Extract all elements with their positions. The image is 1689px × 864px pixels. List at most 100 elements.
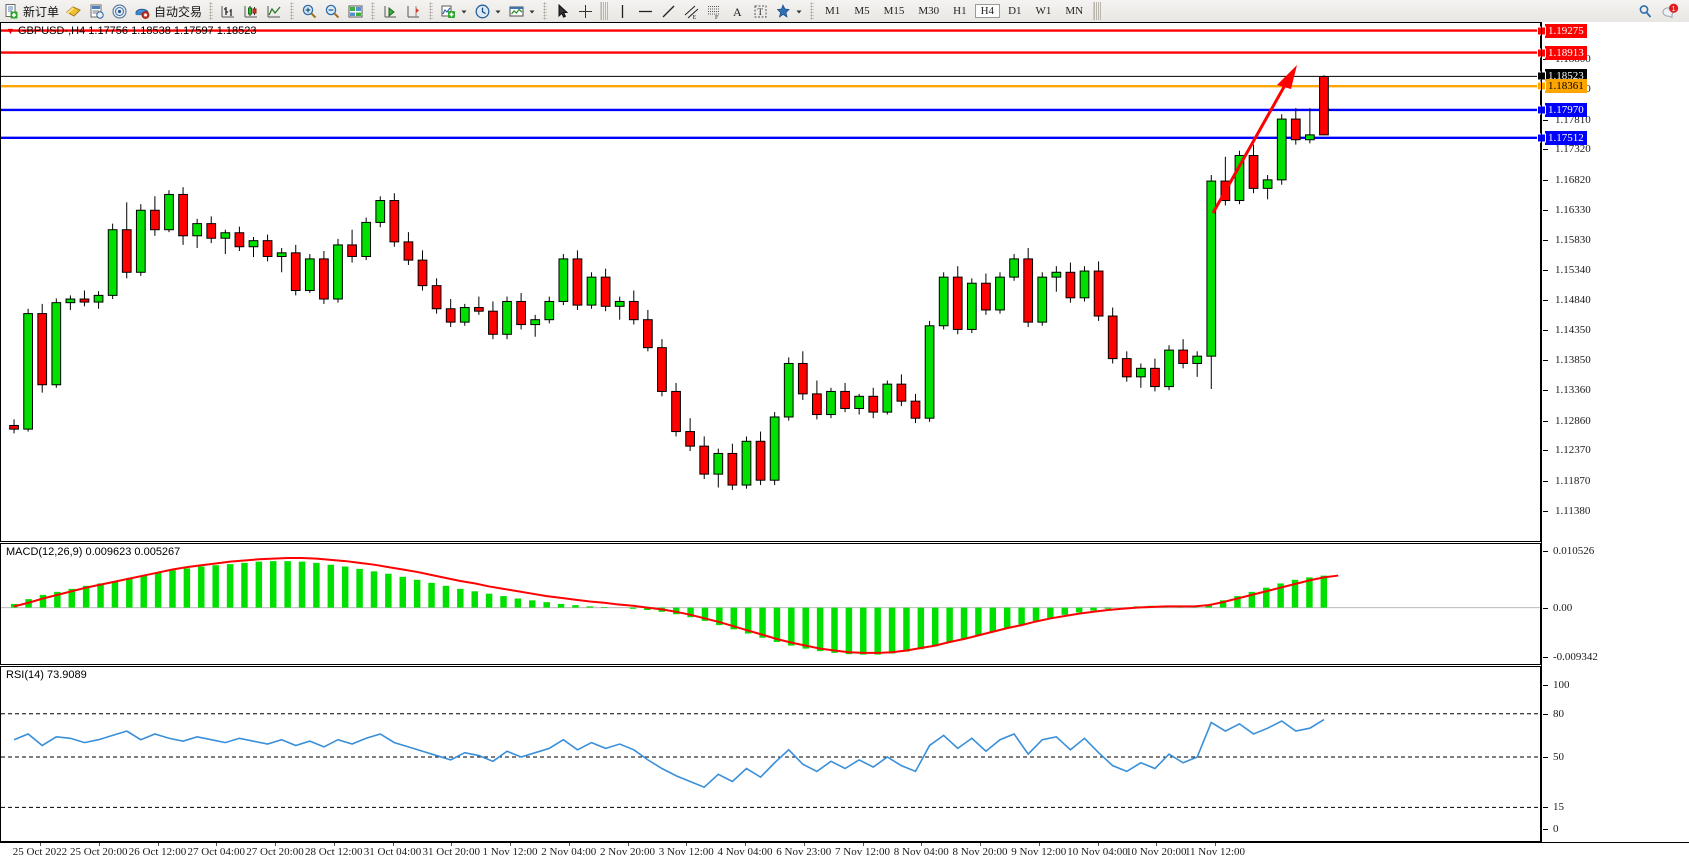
time-axis[interactable]: 25 Oct 2022 25 Oct 20:00 26 Oct 12:00 27 Oc… bbox=[0, 842, 1689, 864]
auto-scroll-button[interactable] bbox=[379, 1, 402, 21]
shapes-tool[interactable] bbox=[772, 1, 806, 21]
horizontal-line-tool[interactable] bbox=[634, 1, 657, 21]
price-tick-label: 1.14840 bbox=[1555, 294, 1591, 307]
vertical-line-tool[interactable] bbox=[611, 1, 634, 21]
candle bbox=[107, 223, 118, 300]
candle bbox=[755, 431, 766, 486]
price-tick-mark bbox=[1543, 240, 1548, 242]
rsi-line bbox=[13, 718, 1325, 789]
notifications-button[interactable]: 1 bbox=[1657, 1, 1683, 21]
candle bbox=[657, 339, 667, 397]
trendline-tool[interactable] bbox=[657, 1, 680, 21]
macd-pane[interactable]: MACD(12,26,9) 0.009623 0.005267 bbox=[0, 543, 1541, 665]
chevron-down-icon[interactable] bbox=[460, 3, 468, 20]
rsi-chart-svg[interactable] bbox=[1, 667, 1540, 841]
chart-symbol-header: ▼ GBPUSD-,H4 1.17756 1.18538 1.17597 1.1… bbox=[6, 25, 257, 37]
timeframe-m5[interactable]: M5 bbox=[854, 5, 870, 17]
text-label-tool[interactable]: T bbox=[749, 1, 772, 21]
time-tick-label: 8 Nov 20:00 bbox=[952, 846, 1008, 858]
chevron-down-icon[interactable] bbox=[494, 3, 502, 20]
line-chart-button[interactable] bbox=[263, 1, 286, 21]
autotrading-button[interactable]: 自动交易 bbox=[131, 1, 205, 21]
rsi-tick-mark bbox=[1543, 713, 1548, 715]
price-pane[interactable]: ▼ GBPUSD-,H4 1.17756 1.18538 1.17597 1.1… bbox=[0, 22, 1541, 542]
rsi-pane[interactable]: RSI(14) 73.9089 bbox=[0, 666, 1541, 842]
candle bbox=[276, 247, 287, 273]
price-chart-svg[interactable] bbox=[1, 23, 1540, 541]
rsi-tick-label: 50 bbox=[1553, 751, 1564, 763]
timeframe-w1[interactable]: W1 bbox=[1035, 5, 1052, 17]
candle bbox=[685, 418, 695, 452]
chevron-down-icon[interactable] bbox=[795, 3, 803, 20]
price-tick-mark bbox=[1543, 300, 1548, 302]
fibonacci-tool[interactable]: F bbox=[703, 1, 726, 21]
zoom-in-button[interactable] bbox=[298, 1, 321, 21]
candlestick-chart-button[interactable] bbox=[240, 1, 263, 21]
price-badge-1.19275[interactable]: 1.19275 bbox=[1545, 23, 1587, 38]
timeframe-d1[interactable]: D1 bbox=[1008, 5, 1022, 17]
candle bbox=[1107, 307, 1118, 364]
timeframe-m1[interactable]: M1 bbox=[825, 5, 841, 17]
time-tick-mark bbox=[862, 843, 864, 846]
autotrading-label: 自动交易 bbox=[154, 4, 203, 19]
time-tick-mark bbox=[1215, 843, 1216, 846]
candle bbox=[1290, 108, 1301, 145]
zoom-out-button[interactable] bbox=[321, 1, 344, 21]
candle bbox=[502, 296, 512, 340]
toolbar-divider-2 bbox=[1093, 2, 1102, 20]
bar-chart-button[interactable] bbox=[217, 1, 240, 21]
candle bbox=[1093, 261, 1104, 321]
search-icon bbox=[1637, 3, 1654, 20]
price-badge-1.18913[interactable]: 1.18913 bbox=[1545, 45, 1587, 60]
price-tick-mark bbox=[1543, 59, 1548, 61]
time-tick-mark bbox=[1097, 843, 1099, 846]
time-tick-mark bbox=[98, 843, 100, 846]
text-tool[interactable]: A bbox=[726, 1, 749, 21]
periods-button[interactable] bbox=[471, 1, 505, 21]
navigator-button[interactable] bbox=[108, 1, 131, 21]
annotation-arrow[interactable] bbox=[1211, 65, 1297, 214]
chart-shift-button[interactable] bbox=[402, 1, 425, 21]
search-button[interactable] bbox=[1634, 1, 1657, 21]
price-tick-mark bbox=[1543, 420, 1548, 422]
templates-button[interactable] bbox=[505, 1, 539, 21]
timeframe-h4[interactable]: H4 bbox=[974, 4, 1001, 18]
timeframe-mn[interactable]: MN bbox=[1065, 5, 1084, 17]
cursor-tool[interactable] bbox=[551, 1, 574, 21]
price-badge-1.17512[interactable]: 1.17512 bbox=[1545, 130, 1587, 145]
time-tick-label: 11 Nov 12:00 bbox=[1184, 846, 1246, 858]
chart-shift-icon bbox=[405, 3, 422, 20]
time-tick-mark bbox=[510, 843, 511, 846]
price-tick-label: 1.11380 bbox=[1555, 504, 1591, 517]
macd-chart-svg[interactable] bbox=[1, 544, 1540, 664]
price-badge-1.17970[interactable]: 1.17970 bbox=[1545, 102, 1587, 117]
price-scale[interactable]: 1.188001.183101.178101.173201.168201.163… bbox=[1537, 22, 1689, 542]
chart-area[interactable]: ▼ GBPUSD-,H4 1.17756 1.18538 1.17597 1.1… bbox=[0, 22, 1689, 864]
price-tick-mark bbox=[1543, 209, 1548, 211]
indicators-button[interactable] bbox=[437, 1, 471, 21]
candle bbox=[1079, 266, 1090, 302]
clock-icon bbox=[474, 3, 491, 20]
data-window-button[interactable] bbox=[85, 1, 108, 21]
timeframe-m30[interactable]: M30 bbox=[918, 5, 940, 17]
new-order-button[interactable]: 新订单 bbox=[0, 1, 62, 21]
rsi-tick-mark bbox=[1543, 829, 1548, 830]
zoom-out-icon bbox=[324, 3, 341, 20]
timeframe-h1[interactable]: H1 bbox=[953, 5, 967, 17]
rsi-tick-label: 80 bbox=[1553, 707, 1564, 720]
timeframe-m15[interactable]: M15 bbox=[883, 5, 905, 17]
candle bbox=[473, 296, 484, 315]
candle bbox=[1121, 351, 1132, 382]
equidistant-channel-tool[interactable]: E bbox=[680, 1, 703, 21]
candle bbox=[333, 238, 343, 303]
time-tick-mark bbox=[40, 843, 41, 846]
tile-windows-button[interactable] bbox=[344, 1, 367, 21]
candle bbox=[854, 393, 865, 415]
price-tick-mark bbox=[1543, 360, 1548, 362]
candle bbox=[1051, 266, 1062, 292]
expert-advisors-button[interactable] bbox=[62, 1, 85, 21]
price-badge-1.18361[interactable]: 1.18361 bbox=[1545, 79, 1587, 94]
candle bbox=[643, 309, 653, 352]
crosshair-tool[interactable] bbox=[574, 1, 597, 21]
chevron-down-icon[interactable] bbox=[528, 3, 536, 20]
